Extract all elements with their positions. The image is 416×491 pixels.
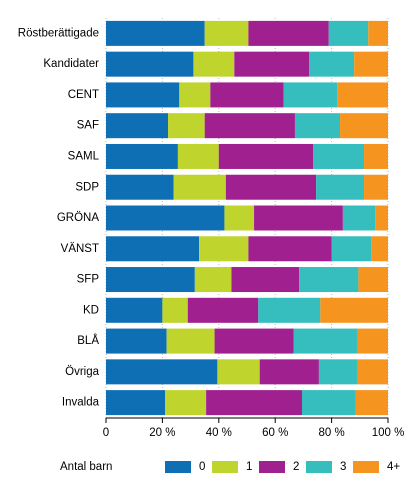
bar-segment — [194, 267, 232, 293]
bar-segment — [299, 267, 359, 293]
legend-label: 3 — [340, 461, 346, 473]
bar-segment — [320, 297, 388, 323]
bar-segment — [364, 174, 388, 200]
y-tick-label: KD — [83, 304, 99, 316]
bar-segment — [337, 82, 388, 108]
bar-segment — [106, 359, 218, 385]
bar-segment — [225, 174, 317, 200]
bar-segment — [354, 51, 388, 77]
y-tick-label: Kandidater — [43, 58, 99, 70]
bar-segment — [204, 20, 249, 46]
legend-swatch — [212, 461, 238, 473]
bar-segment — [294, 113, 341, 139]
y-tick-label: SFP — [77, 274, 100, 286]
bar-segment — [106, 113, 169, 139]
bar-segment — [106, 143, 178, 169]
bar-segment — [106, 297, 163, 323]
bar-segment — [364, 143, 388, 169]
bar-segment — [356, 359, 388, 385]
bar-segment — [375, 205, 388, 231]
bar-segment — [217, 359, 260, 385]
y-tick-label: Röstberättigade — [18, 27, 99, 39]
bar-segment — [106, 174, 174, 200]
y-tick-label: BLÅ — [77, 334, 99, 347]
x-tick-label: 100 % — [372, 427, 405, 439]
bar-segment — [259, 359, 319, 385]
bar-segment — [368, 20, 388, 46]
bar-segment — [224, 205, 255, 231]
bar-segment — [313, 143, 365, 169]
bar-segment — [355, 390, 388, 416]
bar-segment — [248, 236, 332, 262]
bar-segment — [168, 113, 205, 139]
bar-segment — [173, 174, 226, 200]
y-tick-label: Invalda — [62, 397, 100, 409]
legend-title: Antal barn — [60, 461, 112, 473]
bar-segment — [231, 267, 300, 293]
bar-segment — [258, 297, 321, 323]
bar-segment — [166, 328, 215, 354]
bar-segment — [254, 205, 343, 231]
bar-segment — [248, 20, 329, 46]
bar-segment — [199, 236, 249, 262]
bar-segment — [204, 113, 295, 139]
y-tick-label: SAML — [68, 150, 100, 162]
bar-segment — [328, 20, 369, 46]
x-tick-label: 60 % — [262, 427, 288, 439]
bar-segment — [283, 82, 338, 108]
bar-segment — [106, 390, 166, 416]
legend-swatch — [306, 461, 332, 473]
x-tick-label: 40 % — [206, 427, 232, 439]
bar-segment — [234, 51, 310, 77]
bar-segment — [301, 390, 356, 416]
y-tick-label: Övriga — [65, 366, 99, 378]
x-tick-label: 80 % — [318, 427, 344, 439]
legend-swatch — [353, 461, 379, 473]
bar-segment — [214, 328, 294, 354]
bar-segment — [318, 359, 357, 385]
bar-segment — [210, 82, 284, 108]
bar-segment — [356, 328, 388, 354]
bar-segment — [106, 328, 167, 354]
bar-segment — [179, 82, 211, 108]
y-tick-label: GRÖNA — [57, 212, 100, 224]
bar-segment — [106, 205, 225, 231]
bar-segment — [358, 267, 388, 293]
bar-segment — [193, 51, 235, 77]
bar-segment — [293, 328, 357, 354]
y-tick-label: SAF — [77, 120, 99, 132]
bar-segment — [309, 51, 355, 77]
legend-label: 0 — [199, 461, 205, 473]
bar-segment — [177, 143, 219, 169]
bar-segment — [331, 236, 372, 262]
legend-swatch — [165, 461, 191, 473]
bar-segment — [106, 82, 180, 108]
bar-segment — [342, 205, 376, 231]
bar-segment — [106, 267, 195, 293]
y-tick-label: CENT — [68, 89, 99, 101]
bar-segment — [187, 297, 259, 323]
y-tick-label: VÄNST — [61, 243, 99, 255]
bar-segment — [106, 236, 200, 262]
bar-segment — [162, 297, 188, 323]
bar-segment — [371, 236, 388, 262]
bar-segment — [106, 51, 194, 77]
bar-segment — [165, 390, 207, 416]
bar-segment — [340, 113, 388, 139]
bar-segment — [106, 20, 205, 46]
y-tick-label: SDP — [75, 181, 99, 193]
bar-segment — [206, 390, 302, 416]
legend-swatch — [259, 461, 285, 473]
x-tick-label: 20 % — [149, 427, 175, 439]
legend-label: 2 — [293, 461, 299, 473]
bar-segment — [316, 174, 365, 200]
legend-label: 4+ — [387, 461, 400, 473]
bar-segment — [218, 143, 314, 169]
x-tick-label: 0 — [103, 427, 109, 439]
legend-label: 1 — [246, 461, 252, 473]
